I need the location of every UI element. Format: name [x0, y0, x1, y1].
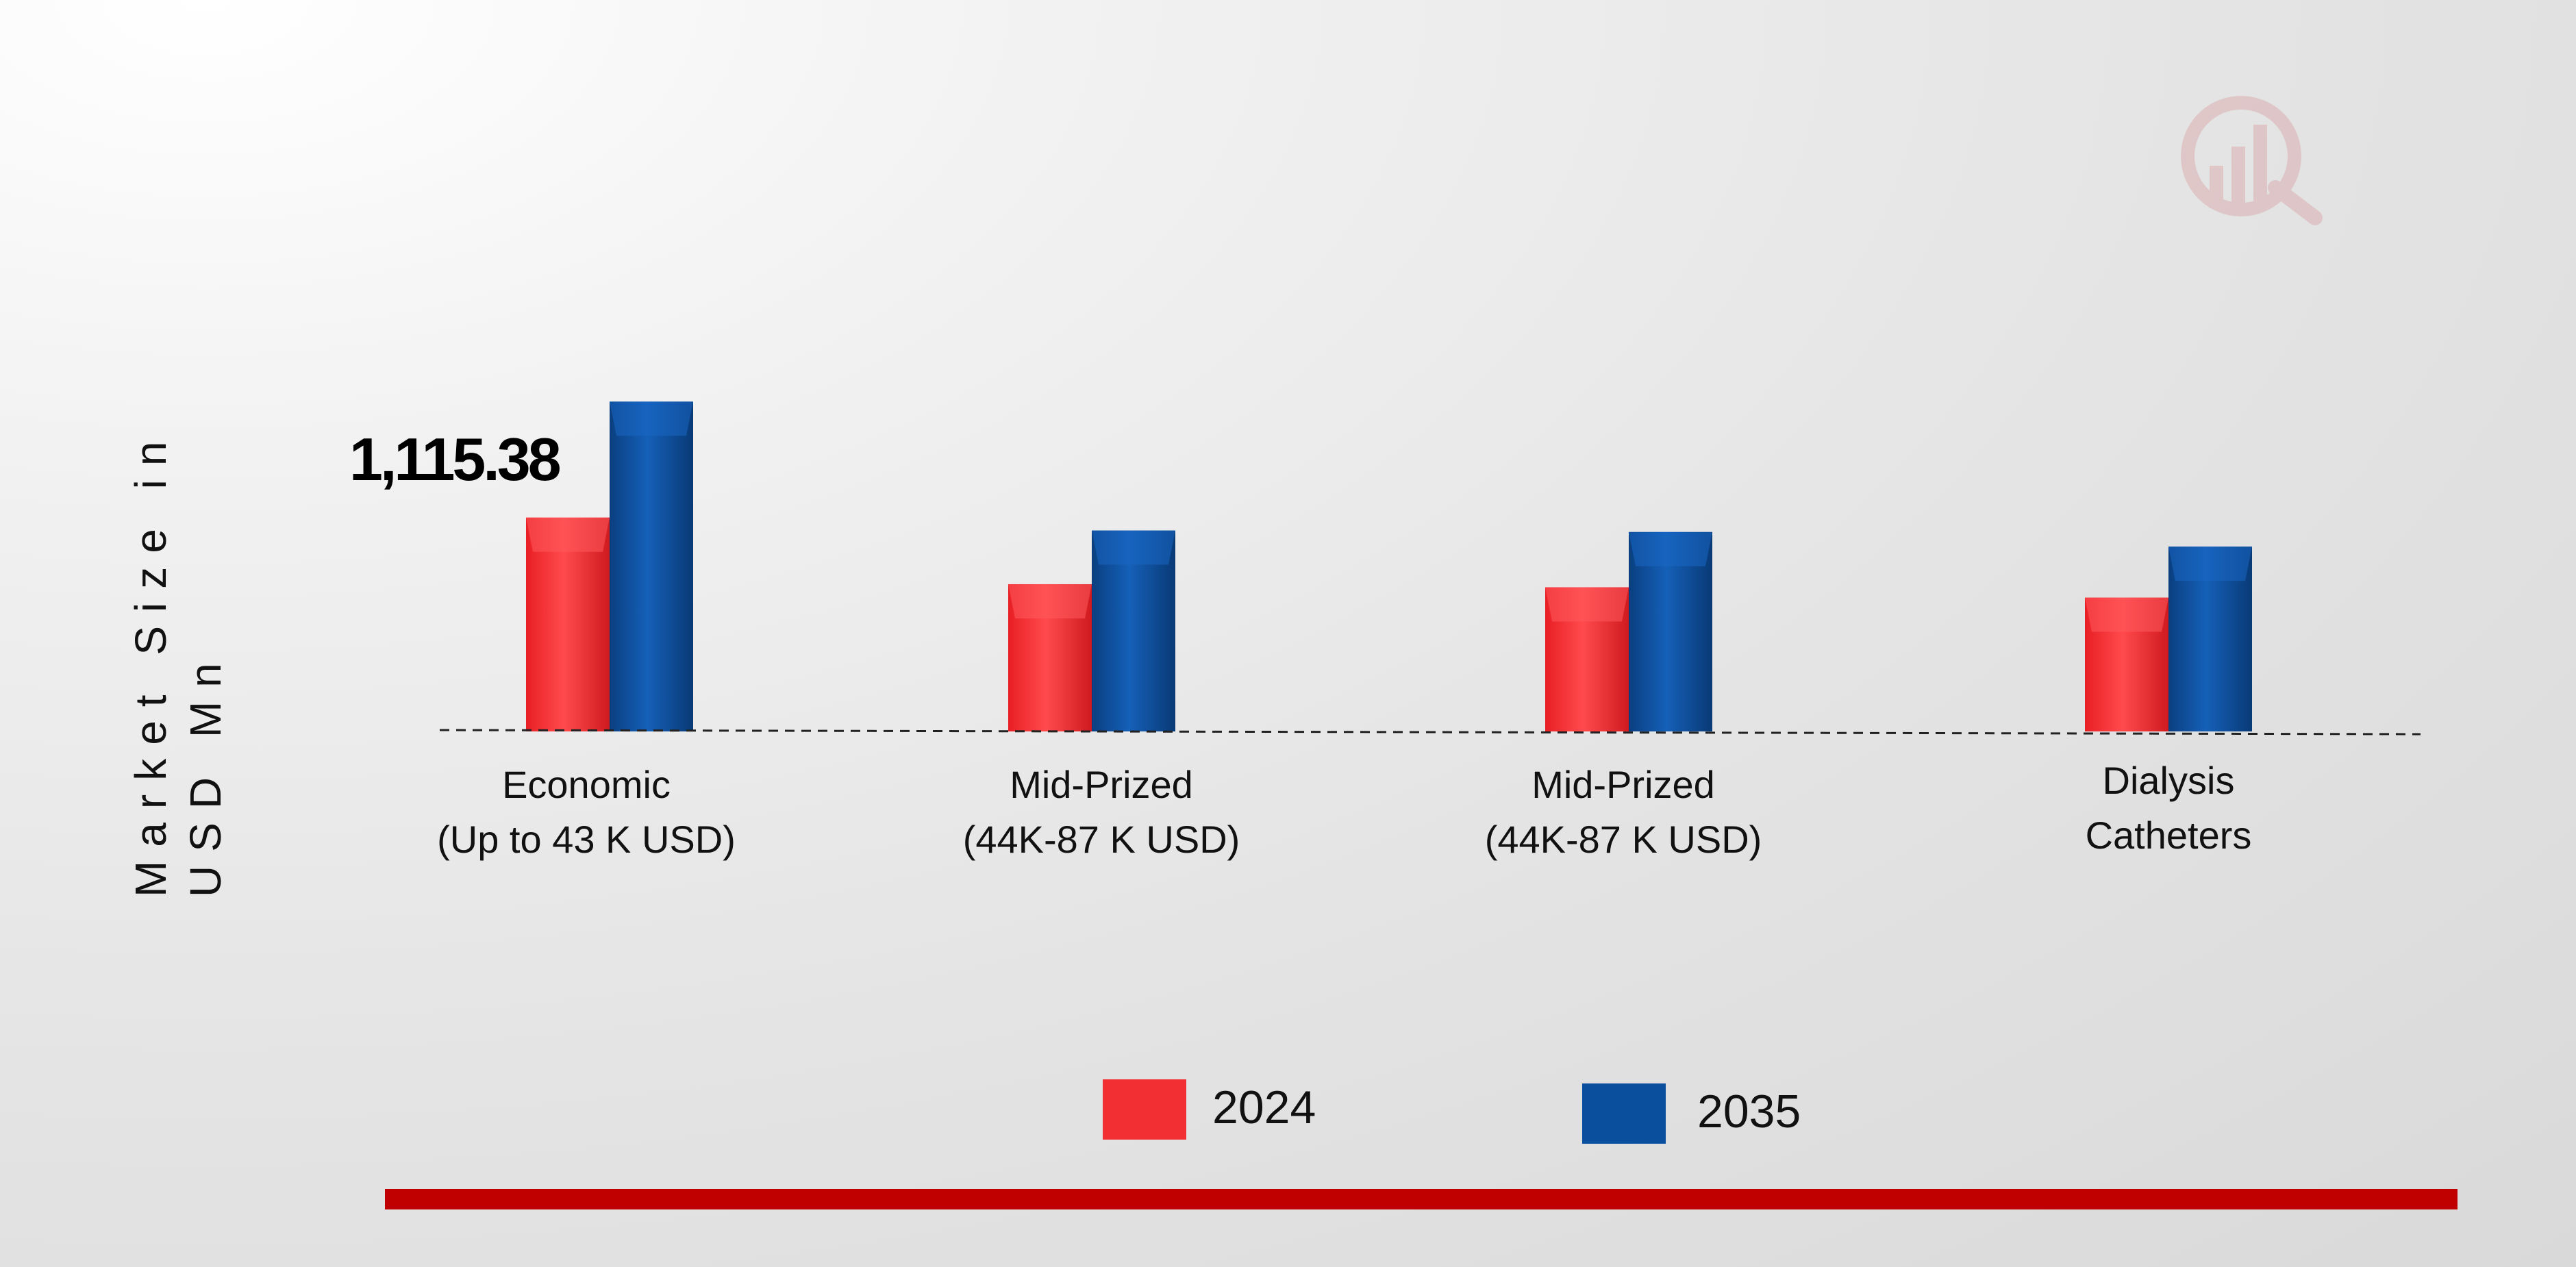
- legend-label-2035: 2035: [1697, 1086, 1801, 1138]
- bar-2035-3: [2168, 547, 2252, 731]
- bar-2024-1: [1008, 584, 1092, 731]
- category-label-line: (44K-87 K USD): [962, 818, 1240, 861]
- category-label: Mid-Prized (44K-87 K USD): [1411, 757, 1836, 867]
- bar-top-bevel: [526, 517, 610, 552]
- legend-swatch-2024: [1103, 1079, 1186, 1140]
- category-label-line: (44K-87 K USD): [1484, 818, 1762, 861]
- category-label-line: Dialysis: [2102, 759, 2235, 802]
- bar-2035-0: [610, 401, 693, 731]
- category-label-line: Catheters: [2085, 814, 2252, 857]
- bar-top-bevel: [1545, 587, 1629, 622]
- baseline: [439, 729, 2421, 736]
- bar-2035-1: [1092, 530, 1175, 731]
- category-label: Mid-Prized (44K-87 K USD): [889, 757, 1314, 867]
- bar-2035-2: [1629, 531, 1712, 731]
- category-label-line: Economic: [502, 763, 671, 806]
- category-label-line: (Up to 43 K USD): [437, 818, 736, 861]
- bar-2024-0: [526, 517, 610, 731]
- bar-body: [610, 401, 693, 731]
- watermark-logo-icon: [2181, 96, 2323, 225]
- footer-accent-bar: [385, 1189, 2458, 1209]
- data-label: 1,115.38: [349, 425, 562, 493]
- category-label: Economic (Up to 43 K USD): [374, 757, 799, 867]
- bar-top-bevel: [1092, 530, 1175, 565]
- bar-top-bevel: [1008, 584, 1092, 618]
- bar-top-bevel: [2085, 597, 2168, 632]
- bar-body: [526, 517, 610, 731]
- category-label: Dialysis Catheters: [1956, 753, 2381, 863]
- bar-2024-2: [1545, 587, 1629, 731]
- bar-top-bevel: [2168, 547, 2252, 581]
- category-label-line: Mid-Prized: [1531, 763, 1715, 806]
- y-axis-label: Market Size in USD Mn: [126, 427, 230, 897]
- legend-label-2024: 2024: [1212, 1081, 1316, 1133]
- legend-swatch-2035: [1582, 1083, 1666, 1144]
- bar-top-bevel: [1629, 531, 1712, 566]
- bar-top-bevel: [610, 401, 693, 436]
- category-label-line: Mid-Prized: [1010, 763, 1193, 806]
- bar-2024-3: [2085, 597, 2168, 731]
